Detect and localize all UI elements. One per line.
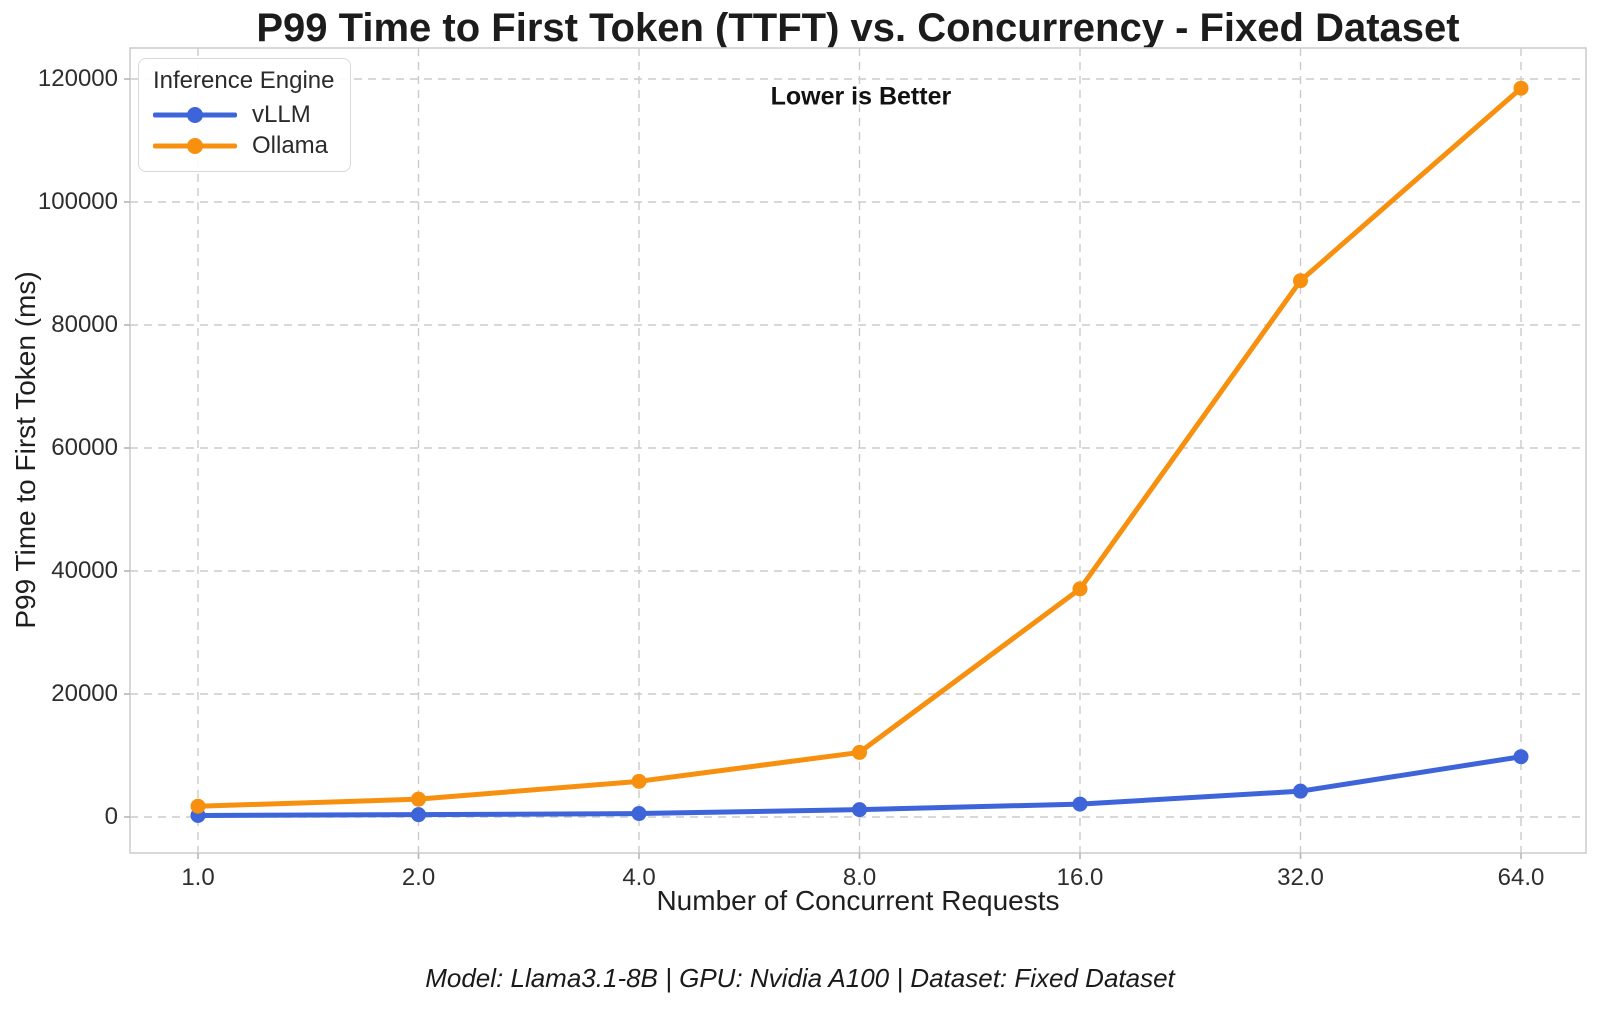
legend-entry-ollama: Ollama [153, 130, 334, 161]
legend-title: Inference Engine [153, 67, 335, 94]
x-tick-label: 2.0 [401, 864, 436, 891]
legend-label: vLLM [252, 100, 311, 128]
legend-line-marker-icon [153, 106, 237, 123]
legend-marker-dot [187, 106, 203, 123]
legend-marker-dot [187, 137, 203, 154]
x-axis-title: Number of Concurrent Requests [656, 885, 1060, 916]
data-point-ollama [1513, 80, 1529, 96]
data-point-vllm [852, 802, 867, 818]
chart-title: P99 Time to First Token (TTFT) vs. Concu… [256, 6, 1460, 50]
data-point-vllm [1072, 796, 1088, 812]
legend-rows: vLLM Ollama [153, 99, 334, 161]
x-tick-label: 16.0 [1056, 864, 1104, 891]
data-point-ollama [852, 744, 867, 760]
x-tick-label: 32.0 [1277, 864, 1324, 891]
data-point-ollama [411, 791, 426, 807]
legend: Inference Engine vLLM Ollama [138, 58, 352, 172]
data-point-vllm [1513, 749, 1529, 765]
y-axis-title: P99 Time to First Token (ms) [10, 271, 41, 629]
footer-note: Model: Llama3.1-8B | GPU: Nvidia A100 | … [425, 963, 1175, 993]
data-point-ollama [631, 773, 647, 789]
y-tick-label: 60000 [51, 434, 118, 461]
data-point-vllm [631, 806, 647, 822]
x-tick-label: 4.0 [622, 864, 656, 891]
y-tick-label: 40000 [51, 557, 118, 584]
line-chart-canvas [124, 47, 1587, 859]
data-point-ollama [1072, 581, 1088, 597]
data-point-vllm [411, 807, 426, 823]
y-tick-label: 100000 [37, 188, 118, 215]
y-tick-label: 120000 [37, 65, 118, 92]
legend-line-marker-icon [153, 137, 237, 154]
y-tick-label: 0 [104, 803, 118, 830]
plot-border [129, 47, 1587, 854]
data-point-vllm [1293, 783, 1308, 799]
x-tick-label: 1.0 [181, 864, 215, 891]
x-tick-label: 64.0 [1497, 864, 1545, 891]
y-tick-label: 80000 [51, 311, 118, 338]
data-point-ollama [1293, 273, 1308, 289]
plot-area: Lower is Better [124, 47, 1587, 859]
y-tick-label: 20000 [51, 680, 118, 707]
x-tick-label: 8.0 [842, 864, 877, 891]
legend-entry-vllm: vLLM [153, 99, 334, 130]
annotation-lower-is-better: Lower is Better [770, 82, 952, 111]
data-point-ollama [190, 798, 206, 814]
legend-label: Ollama [252, 131, 329, 159]
